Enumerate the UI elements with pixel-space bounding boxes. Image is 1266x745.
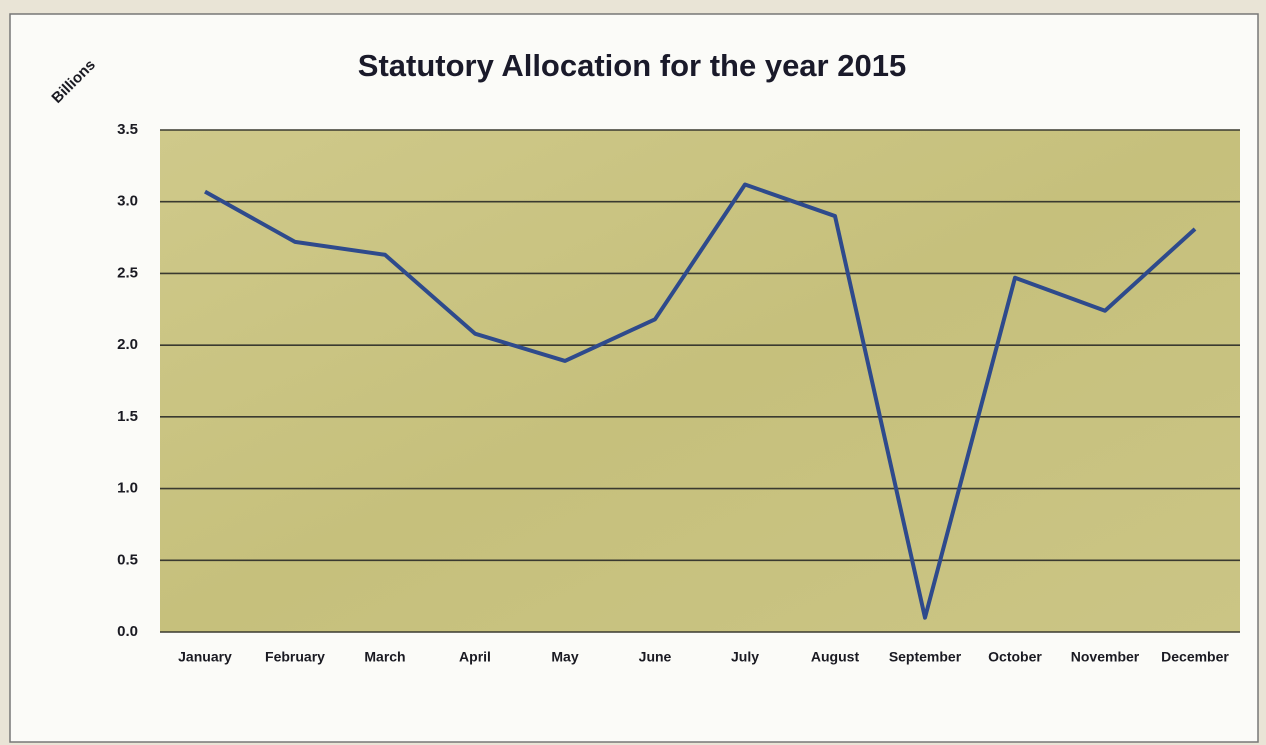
x-tick-label: April bbox=[459, 649, 491, 665]
y-tick-label: 1.0 bbox=[117, 480, 138, 497]
data-line bbox=[204, 182, 1197, 620]
x-tick-label: July bbox=[731, 649, 759, 665]
x-tick-label: May bbox=[551, 649, 578, 665]
x-tick-label: November bbox=[1071, 649, 1140, 665]
x-tick-label: August bbox=[811, 649, 860, 665]
y-tick-label: 1.5 bbox=[117, 408, 138, 425]
x-tick-label: March bbox=[364, 649, 405, 665]
x-tick-label: February bbox=[265, 649, 325, 665]
y-tick-label: 2.5 bbox=[117, 264, 138, 281]
x-tick-label: October bbox=[988, 649, 1042, 665]
plot-area bbox=[160, 130, 1240, 632]
x-tick-label: December bbox=[1161, 649, 1229, 665]
y-tick-label: 2.0 bbox=[117, 336, 138, 353]
x-tick-label: September bbox=[889, 649, 962, 665]
chart-title: Statutory Allocation for the year 2015 bbox=[358, 48, 906, 83]
x-tick-label: June bbox=[639, 649, 672, 665]
y-tick-label: 0.0 bbox=[117, 623, 138, 640]
y-tick-label: 0.5 bbox=[117, 551, 138, 568]
y-tick-label: 3.5 bbox=[117, 121, 138, 138]
y-tick-label: 3.0 bbox=[117, 193, 138, 210]
x-tick-label: January bbox=[178, 649, 232, 665]
